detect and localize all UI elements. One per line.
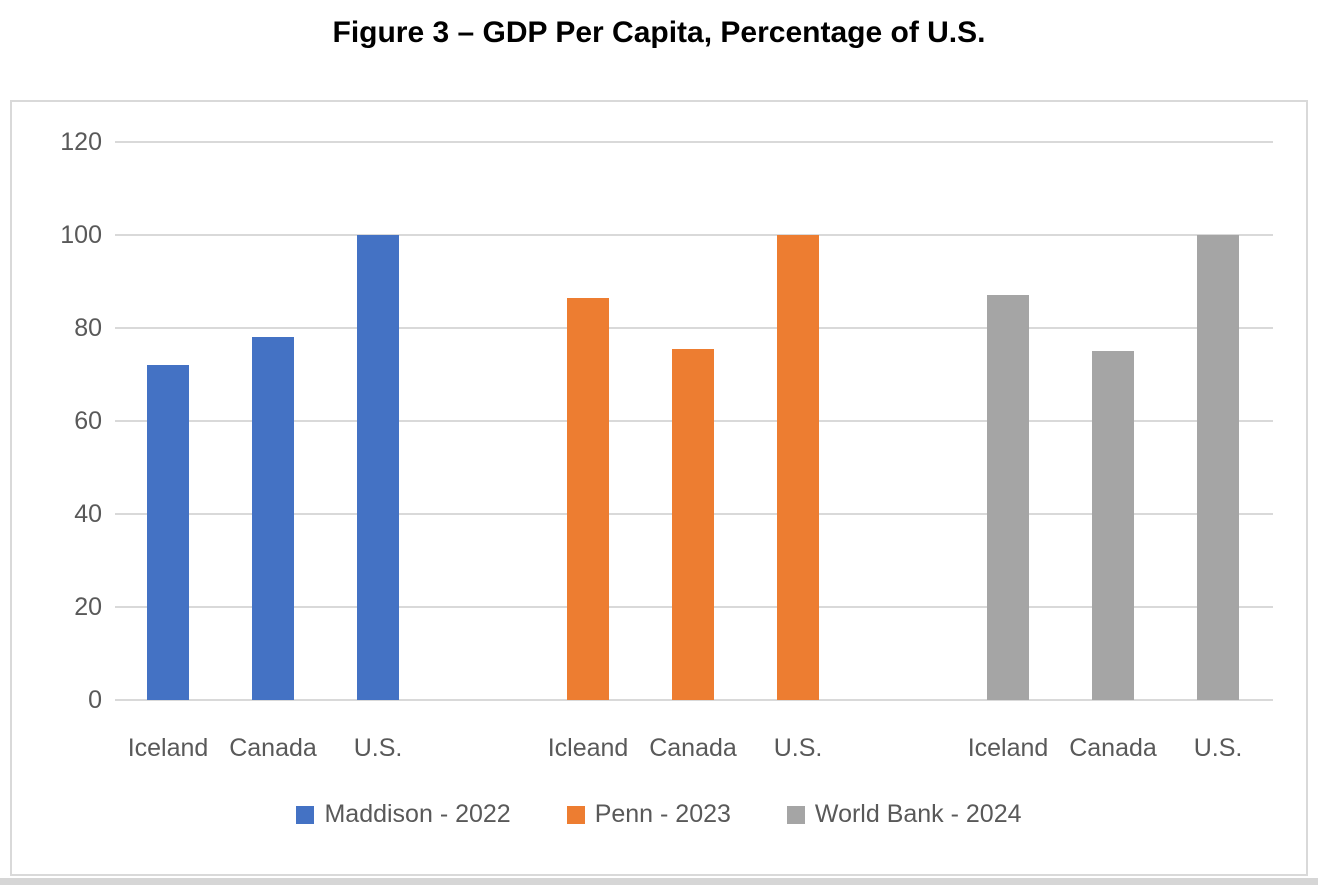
x-category-label-world-bank-2024-u-s: U.S. [1193, 734, 1243, 762]
y-tick-label-80: 80 [74, 314, 102, 342]
chart-area: 0 20 40 60 80 100 120 Iceland Canada U.S. Icleand… [10, 100, 1308, 876]
y-tick-label-40: 40 [74, 500, 102, 528]
legend-item-maddison-2022: Maddison - 2022 [296, 800, 511, 829]
y-tick-label-120: 120 [60, 128, 102, 156]
x-category-label-penn-2023-u-s: U.S. [773, 734, 823, 762]
gridline-100 [115, 234, 1273, 236]
x-category-label-penn-2023-icleand: Icleand [547, 734, 629, 762]
y-tick-label-100: 100 [60, 221, 102, 249]
y-tick-label-0: 0 [88, 686, 102, 714]
legend: Maddison - 2022 Penn - 2023 World Bank - 2… [12, 800, 1306, 829]
legend-swatch-icon-world-bank-2024 [786, 805, 805, 824]
bar-penn-2023-icleand [567, 297, 609, 700]
window-edge-strip [0, 878, 1318, 885]
y-tick-label-20: 20 [74, 593, 102, 621]
legend-label-maddison-2022: Maddison - 2022 [324, 800, 511, 828]
x-category-label-maddison-2022-u-s: U.S. [353, 734, 403, 762]
bar-world-bank-2024-iceland [987, 295, 1029, 700]
bar-maddison-2022-u-s [357, 235, 399, 700]
bar-penn-2023-canada [672, 348, 714, 700]
gridline-0 [115, 699, 1273, 701]
legend-swatch-icon-maddison-2022 [296, 805, 315, 824]
x-category-label-world-bank-2024-canada: Canada [1069, 734, 1157, 762]
x-category-label-penn-2023-canada: Canada [649, 734, 737, 762]
legend-label-world-bank-2024: World Bank - 2024 [814, 800, 1022, 828]
y-tick-label-60: 60 [74, 407, 102, 435]
legend-item-world-bank-2024: World Bank - 2024 [786, 800, 1022, 829]
x-category-label-world-bank-2024-iceland: Iceland [967, 734, 1049, 762]
bar-world-bank-2024-u-s [1197, 235, 1239, 700]
chart-title: Figure 3 – GDP Per Capita, Percentage of… [332, 16, 986, 49]
legend-item-penn-2023: Penn - 2023 [566, 800, 731, 829]
x-category-label-maddison-2022-canada: Canada [229, 734, 317, 762]
legend-label-penn-2023: Penn - 2023 [594, 800, 731, 828]
bar-penn-2023-u-s [777, 235, 819, 700]
gridline-120 [115, 141, 1273, 143]
x-category-label-maddison-2022-iceland: Iceland [127, 734, 209, 762]
gridline-80 [115, 327, 1273, 329]
legend-swatch-icon-penn-2023 [566, 805, 585, 824]
bar-world-bank-2024-canada [1092, 351, 1134, 700]
bar-maddison-2022-iceland [147, 365, 189, 700]
bar-maddison-2022-canada [252, 337, 294, 700]
